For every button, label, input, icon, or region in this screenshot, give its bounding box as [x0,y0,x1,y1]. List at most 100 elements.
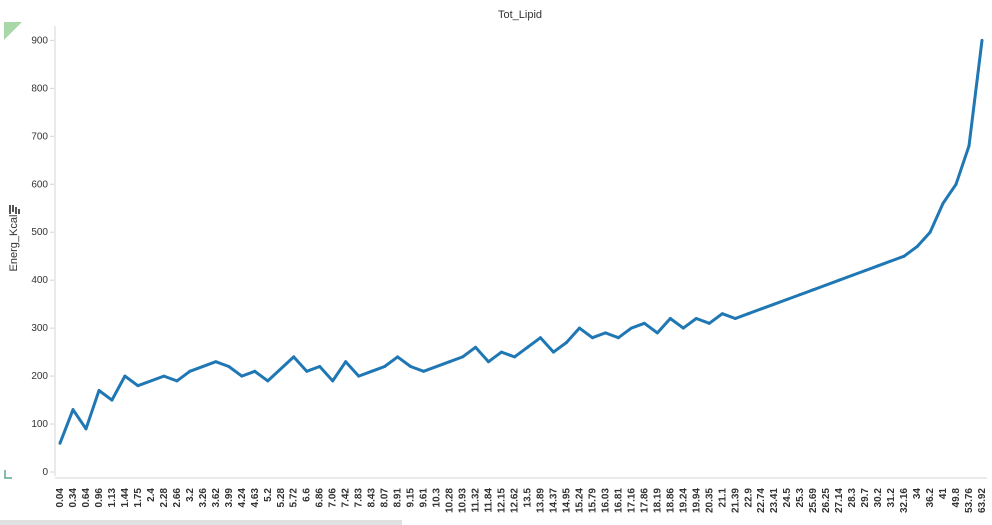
x-tick-label: 17.16 [626,488,637,513]
x-tick-label: 16.03 [600,488,611,513]
data-point [902,254,906,258]
x-tick-label: 53.76 [964,488,975,513]
x-tick-label: 3.2 [185,488,196,502]
x-tick-label: 3.26 [198,488,209,508]
data-point [759,307,763,311]
data-point [967,144,971,148]
data-point [214,360,218,364]
y-tick-label: 300 [31,323,48,334]
x-tick-label: 28.3 [847,488,858,508]
x-tick-label: 22.74 [756,488,767,513]
x-tick-label: 0.64 [81,488,92,508]
data-point [707,321,711,325]
x-tick-label: 15.79 [587,488,598,513]
data-point [837,278,841,282]
data-point [811,288,815,292]
x-tick-label: 8.43 [367,488,378,508]
x-tick-label: 8.07 [380,488,391,508]
x-tick-label: 36.2 [925,488,936,508]
y-axis-label: Energ_Kcal [8,215,20,272]
data-point [253,369,257,373]
x-tick-label: 5.28 [276,488,287,508]
x-tick-label: 0.34 [68,488,79,508]
x-tick-label: 41 [938,488,949,500]
x-tick-label: 16.81 [613,488,624,513]
data-point [733,317,737,321]
data-point [850,273,854,277]
x-tick-label: 14.37 [548,488,559,513]
data-point [487,360,491,364]
horizontal-scrollbar[interactable] [0,520,402,525]
series-line [58,40,984,444]
x-tick-label: 4.24 [237,488,248,508]
x-tick-label: 19.24 [678,488,689,513]
data-point [668,317,672,321]
x-tick-label: 31.2 [886,488,897,508]
y-tick-label: 0 [42,467,48,478]
data-point [266,379,270,383]
x-tick-label: 49.8 [951,488,962,508]
x-tick-label: 10.3 [432,488,443,508]
x-tick-label: 5.2 [263,488,274,502]
x-tick-label: 10.93 [458,488,469,513]
x-tick-label: 7.06 [328,488,339,508]
data-point [422,369,426,373]
data-point [123,374,127,378]
x-tick-label: 1.44 [120,488,131,508]
data-point [694,317,698,321]
x-tick-label: 2.66 [172,488,183,508]
data-point [461,355,465,359]
data-point [110,398,114,402]
x-tick-label: 15.24 [574,488,585,513]
x-tick-label: 6.86 [315,488,326,508]
data-point [383,364,387,368]
y-tick-label: 200 [31,371,48,382]
x-tick-label: 8.91 [393,488,404,508]
data-point [928,230,932,234]
data-point [772,302,776,306]
sort-icon[interactable] [9,205,20,214]
x-tick-label: 0.96 [94,488,105,508]
data-point [71,408,75,412]
data-point [616,336,620,340]
data-point [448,360,452,364]
x-tick-label: 29.7 [860,488,871,508]
x-tick-label: 25.69 [808,488,819,513]
data-point [305,369,309,373]
data-point [331,379,335,383]
x-tick-label: 13.89 [535,488,546,513]
data-point [876,264,880,268]
data-point [175,379,179,383]
x-tick-label: 3.62 [211,488,222,508]
data-point [642,321,646,325]
x-tick-label: 24.5 [782,488,793,508]
x-tick-label: 19.94 [691,488,702,513]
data-point [655,331,659,335]
data-point [564,341,568,345]
data-point [954,182,958,186]
data-point [188,369,192,373]
data-point [590,336,594,340]
data-point [58,441,62,445]
data-point [941,201,945,205]
x-tick-label: 9.61 [419,488,430,508]
data-point [357,374,361,378]
data-point [525,345,529,349]
corner-marker-bottom-icon [4,470,12,479]
y-tick-label: 100 [31,419,48,430]
data-point [409,364,413,368]
x-tick-label: 7.83 [354,488,365,508]
x-tick-label: 34 [912,488,923,500]
data-point [603,331,607,335]
x-tick-label: 26.25 [821,488,832,513]
x-tick-label: 6.6 [302,488,313,502]
data-point [240,374,244,378]
x-tick-label: 27.14 [834,488,845,513]
x-tick-label: 7.42 [341,488,352,508]
x-tick-label: 1.13 [107,488,118,508]
x-tick-label: 12.15 [497,488,508,513]
data-point [500,350,504,354]
y-tick-label: 500 [31,227,48,238]
x-tick-label: 63.92 [977,488,988,513]
